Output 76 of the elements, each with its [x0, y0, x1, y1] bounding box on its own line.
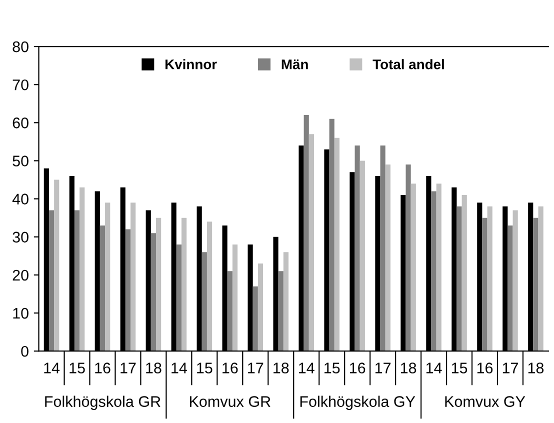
bar: [80, 187, 85, 352]
bar: [436, 184, 442, 352]
x-tick-label: 15: [70, 362, 85, 374]
bar: [202, 252, 207, 352]
x-tick-label: 16: [350, 362, 366, 374]
x-tick-label: 15: [324, 362, 340, 374]
x-tick-label: 18: [274, 362, 289, 374]
y-tick-label: 40: [12, 194, 28, 204]
x-tick-label: 14: [44, 362, 60, 374]
bar: [431, 191, 436, 352]
bar: [130, 202, 136, 352]
bar: [232, 244, 238, 352]
legend-label: Män: [282, 60, 308, 70]
bar: [150, 233, 156, 352]
bar: [308, 134, 314, 352]
text: Folkhögskola GR: [45, 396, 160, 410]
bar: [227, 271, 232, 352]
x-tick-label: 15: [452, 362, 468, 374]
bar: [48, 210, 54, 352]
y-tick-label: 30: [12, 232, 28, 243]
bar: [354, 146, 360, 352]
x-tick-label: 16: [95, 362, 110, 374]
y-tick-label: 50: [12, 156, 28, 166]
bar: [410, 184, 416, 352]
x-tick-label: 18: [146, 362, 162, 374]
bar: [533, 218, 538, 352]
bar: [334, 138, 340, 352]
bar: [487, 206, 492, 352]
bar: [304, 115, 309, 352]
bar: [206, 222, 212, 352]
text: Folkhögskola GY: [300, 396, 416, 410]
bar: [538, 206, 544, 352]
bar: [508, 225, 513, 352]
bar: [105, 202, 110, 352]
bar: [252, 286, 258, 352]
bar: [125, 229, 131, 352]
bar: [329, 118, 334, 352]
x-tick-label: 17: [375, 362, 391, 374]
y-tick-label: 0: [21, 346, 28, 357]
x-tick-label: 15: [197, 362, 212, 374]
x-tick-label: 17: [248, 362, 264, 374]
x-tick-label: 16: [477, 362, 493, 374]
bar: [100, 225, 106, 352]
y-tick-label: 20: [12, 270, 28, 281]
y-tick-label: 80: [12, 41, 28, 52]
x-tick-label: 14: [172, 362, 187, 374]
bar: [156, 218, 162, 352]
bar: [385, 164, 390, 352]
text: Komvux GY: [445, 396, 526, 407]
bar: [380, 146, 386, 352]
x-tick-label: 16: [222, 362, 238, 374]
y-tick-label: 10: [13, 308, 28, 319]
bar: [462, 195, 467, 352]
bar: [258, 264, 264, 352]
text: Komvux GR: [190, 396, 270, 407]
bar: [512, 210, 518, 352]
bar: [181, 218, 187, 352]
bar: [176, 244, 182, 352]
legend-label: Total andel: [372, 59, 444, 70]
bar: [456, 206, 462, 352]
bar: [360, 160, 365, 352]
x-tick-label: 18: [528, 362, 544, 374]
y-tick-label: 70: [12, 79, 28, 90]
bar: [54, 180, 60, 352]
bar: [482, 218, 488, 352]
legend-label: Kvinnor: [166, 59, 217, 70]
bar: [406, 164, 411, 352]
x-tick-label: 17: [120, 362, 136, 374]
x-tick-label: 14: [299, 362, 314, 374]
y-tick-label: 60: [12, 118, 28, 128]
x-tick-label: 14: [426, 362, 442, 374]
x-tick-label: 18: [400, 362, 416, 374]
bar: [283, 252, 289, 352]
x-tick-label: 17: [502, 362, 518, 374]
bar: [74, 210, 80, 352]
bar: [278, 271, 284, 352]
